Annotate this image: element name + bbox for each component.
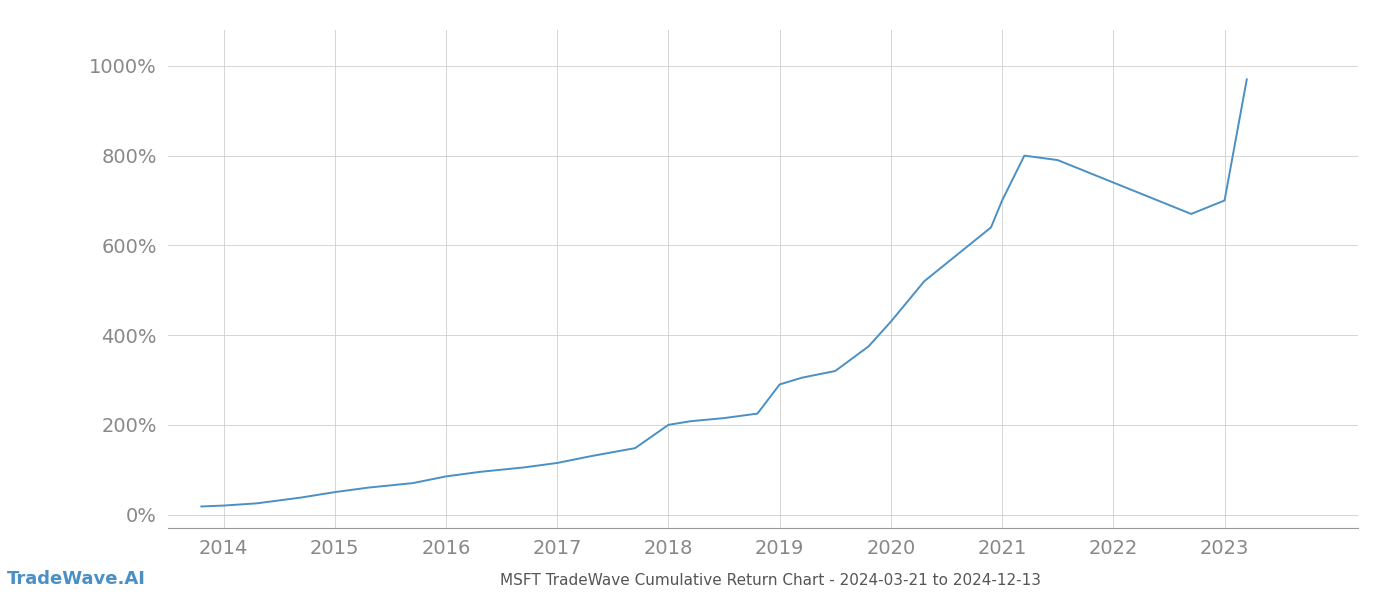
Text: MSFT TradeWave Cumulative Return Chart - 2024-03-21 to 2024-12-13: MSFT TradeWave Cumulative Return Chart -… (500, 573, 1040, 588)
Text: TradeWave.AI: TradeWave.AI (7, 570, 146, 588)
